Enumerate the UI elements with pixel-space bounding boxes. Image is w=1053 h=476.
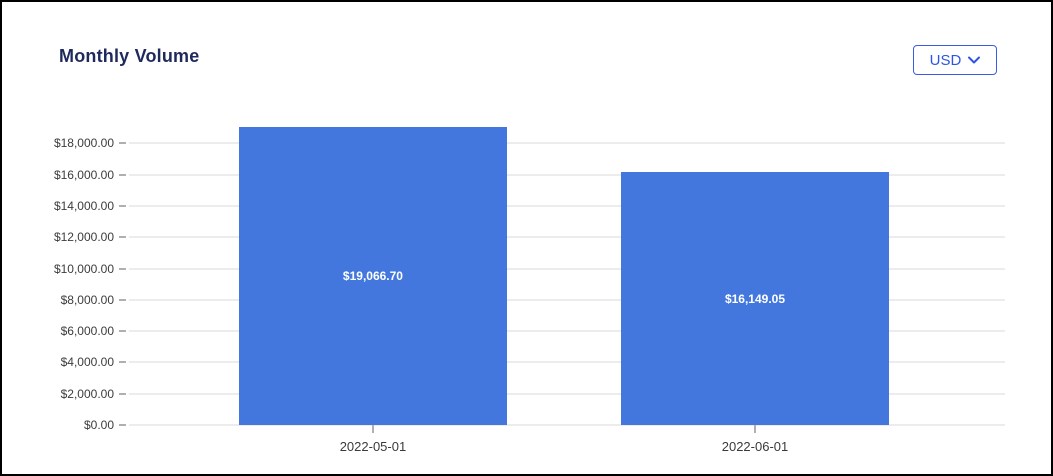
plot-area <box>129 112 1005 426</box>
x-axis-tick <box>371 425 374 433</box>
y-gridline <box>129 236 1005 239</box>
bar-2022-05-01[interactable] <box>238 126 507 425</box>
y-gridline <box>129 330 1005 333</box>
currency-dropdown-label: USD <box>929 51 962 69</box>
y-gridline <box>129 173 1005 176</box>
y-axis-tick <box>119 298 126 301</box>
y-axis-label: $18,000.00 <box>53 136 114 151</box>
y-gridline <box>129 424 1005 426</box>
y-gridline <box>129 267 1005 270</box>
y-gridline <box>129 204 1005 207</box>
page-title: Monthly Volume <box>59 46 200 66</box>
chevron-down-icon <box>968 56 981 64</box>
y-axis-label: $2,000.00 <box>60 386 114 401</box>
y-axis-tick <box>119 204 126 207</box>
y-axis-tick <box>119 361 126 364</box>
currency-dropdown-button[interactable]: USD <box>913 45 997 75</box>
y-axis-label: $14,000.00 <box>53 198 114 213</box>
y-axis-label: $0.00 <box>83 418 114 432</box>
y-axis-label: $16,000.00 <box>53 167 114 182</box>
y-axis-tick <box>119 142 126 145</box>
y-axis-tick <box>119 424 126 426</box>
y-axis-tick <box>119 236 126 239</box>
y-axis-tick <box>119 267 126 270</box>
y-gridline <box>129 298 1005 301</box>
y-gridline <box>129 361 1005 364</box>
y-gridline <box>129 142 1005 145</box>
y-axis-tick <box>119 330 126 333</box>
y-axis-tick <box>119 392 126 395</box>
y-axis-label: $6,000.00 <box>60 324 114 339</box>
y-axis-label: $12,000.00 <box>53 230 114 245</box>
y-axis-label: $4,000.00 <box>60 355 114 370</box>
x-axis-label: 2022-05-01 <box>339 439 407 454</box>
x-axis-tick <box>753 425 756 433</box>
y-axis-tick <box>119 173 126 176</box>
y-axis-label: $10,000.00 <box>53 261 114 276</box>
y-axis-label: $8,000.00 <box>60 292 114 307</box>
x-axis-label: 2022-06-01 <box>721 439 789 454</box>
bar-2022-06-01[interactable] <box>620 172 889 425</box>
y-gridline <box>129 392 1005 395</box>
